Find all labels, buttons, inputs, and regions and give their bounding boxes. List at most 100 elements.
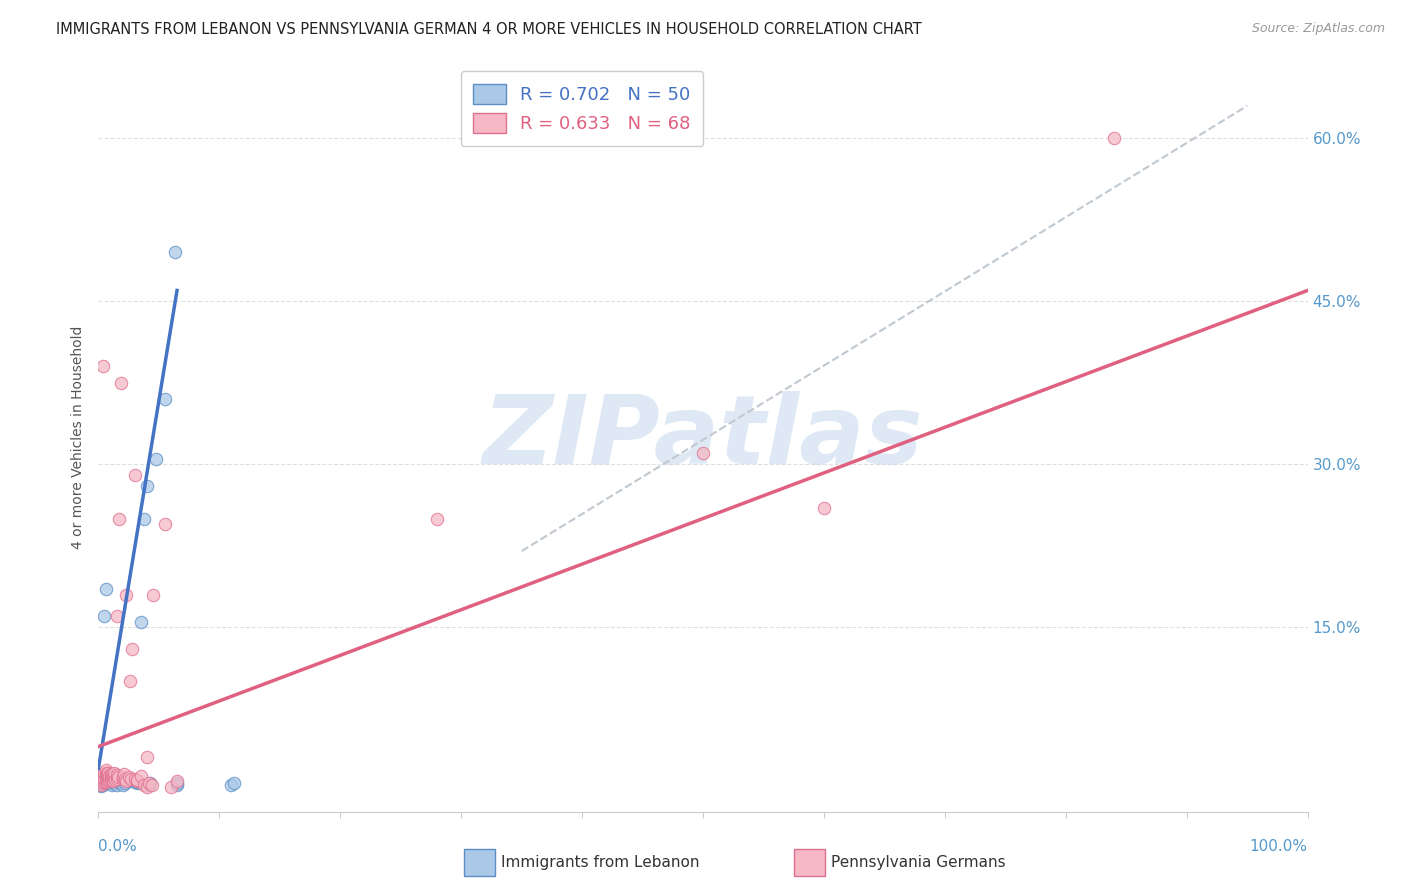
- Text: ZIPatlas: ZIPatlas: [482, 391, 924, 483]
- Point: [93, 774, 115, 789]
- Point: [93, 774, 115, 789]
- Point: [163, 245, 186, 260]
- Point: [93, 776, 115, 790]
- Point: [118, 674, 141, 689]
- Point: [91, 359, 114, 374]
- Point: [160, 780, 183, 794]
- Point: [105, 774, 128, 789]
- Point: [124, 775, 146, 789]
- Text: Pennsylvania Germans: Pennsylvania Germans: [831, 855, 1005, 870]
- Point: [124, 772, 146, 786]
- Point: [127, 776, 149, 790]
- Legend: R = 0.702   N = 50, R = 0.633   N = 68: R = 0.702 N = 50, R = 0.633 N = 68: [461, 71, 703, 145]
- Text: Immigrants from Lebanon: Immigrants from Lebanon: [501, 855, 699, 870]
- Point: [91, 773, 114, 788]
- Point: [97, 769, 120, 783]
- Point: [813, 500, 835, 515]
- Text: 100.0%: 100.0%: [1250, 838, 1308, 854]
- Point: [91, 778, 114, 792]
- Text: Source: ZipAtlas.com: Source: ZipAtlas.com: [1251, 22, 1385, 36]
- Point: [91, 774, 114, 789]
- Point: [96, 765, 118, 780]
- Point: [105, 768, 128, 782]
- Point: [100, 772, 122, 786]
- Point: [94, 766, 117, 780]
- Point: [90, 773, 112, 788]
- Point: [107, 770, 129, 784]
- Point: [127, 773, 149, 788]
- Point: [222, 776, 245, 790]
- Point: [98, 769, 121, 783]
- Point: [134, 511, 156, 525]
- Point: [91, 775, 114, 789]
- Point: [90, 776, 112, 790]
- Point: [91, 769, 114, 783]
- Point: [100, 766, 122, 780]
- Point: [426, 511, 449, 525]
- Point: [111, 778, 134, 792]
- Point: [97, 765, 120, 780]
- Point: [91, 766, 114, 780]
- Point: [135, 479, 157, 493]
- Point: [120, 772, 142, 786]
- Point: [103, 765, 125, 780]
- Point: [129, 615, 152, 629]
- Point: [118, 774, 141, 789]
- Point: [94, 771, 117, 785]
- Point: [108, 511, 131, 525]
- Point: [103, 770, 125, 784]
- Point: [118, 770, 141, 784]
- Y-axis label: 4 or more Vehicles in Household: 4 or more Vehicles in Household: [72, 326, 86, 549]
- Point: [121, 641, 143, 656]
- Point: [124, 468, 146, 483]
- Point: [101, 776, 124, 790]
- Point: [89, 774, 111, 789]
- Point: [138, 776, 160, 790]
- Point: [94, 770, 117, 784]
- Point: [98, 774, 121, 789]
- Point: [135, 780, 157, 794]
- Point: [89, 778, 111, 792]
- Point: [114, 772, 136, 786]
- Point: [90, 779, 112, 793]
- Point: [153, 516, 176, 531]
- Point: [100, 771, 122, 785]
- Point: [108, 776, 131, 790]
- Point: [100, 778, 122, 792]
- Point: [221, 778, 243, 792]
- Point: [97, 776, 120, 790]
- Point: [94, 775, 117, 789]
- Point: [100, 770, 122, 784]
- Text: IMMIGRANTS FROM LEBANON VS PENNSYLVANIA GERMAN 4 OR MORE VEHICLES IN HOUSEHOLD C: IMMIGRANTS FROM LEBANON VS PENNSYLVANIA …: [56, 22, 922, 37]
- Point: [127, 775, 149, 789]
- Point: [153, 392, 176, 406]
- Point: [97, 768, 120, 782]
- Point: [114, 776, 136, 790]
- Point: [97, 770, 120, 784]
- Point: [91, 775, 114, 789]
- Text: 0.0%: 0.0%: [98, 838, 138, 854]
- Point: [91, 776, 114, 790]
- Point: [94, 582, 117, 596]
- Point: [105, 772, 128, 786]
- Point: [93, 772, 115, 786]
- Point: [96, 773, 118, 788]
- Point: [100, 770, 122, 784]
- Point: [93, 765, 115, 780]
- Point: [115, 588, 138, 602]
- Point: [138, 778, 160, 792]
- Point: [90, 771, 112, 785]
- Point: [91, 775, 114, 789]
- Point: [134, 778, 156, 792]
- Point: [91, 770, 114, 784]
- Point: [94, 775, 117, 789]
- Point: [1102, 131, 1125, 145]
- Point: [111, 770, 134, 784]
- Point: [139, 776, 162, 790]
- Point: [112, 766, 135, 780]
- Point: [110, 376, 132, 390]
- Point: [91, 772, 114, 786]
- Point: [100, 766, 122, 780]
- Point: [145, 451, 167, 466]
- Point: [96, 772, 118, 786]
